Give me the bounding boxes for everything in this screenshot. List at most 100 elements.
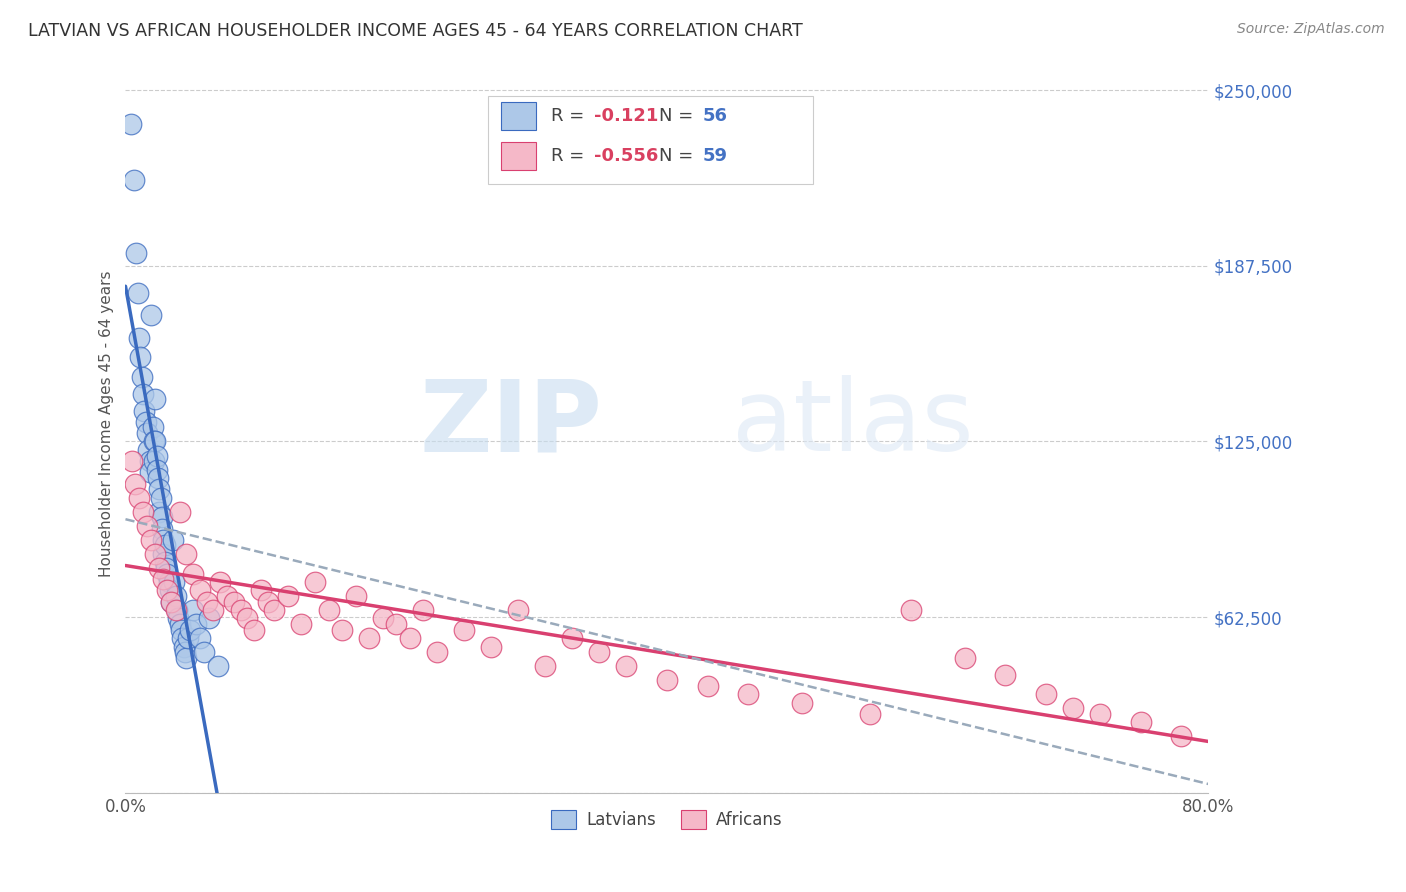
Point — [198, 611, 221, 625]
Point — [136, 425, 159, 440]
Point — [290, 617, 312, 632]
Point — [160, 594, 183, 608]
Text: N =: N = — [659, 107, 699, 126]
Point — [453, 623, 475, 637]
FancyBboxPatch shape — [488, 95, 813, 185]
Point — [202, 603, 225, 617]
Point — [149, 491, 172, 505]
Point — [167, 611, 190, 625]
Point — [153, 555, 176, 569]
Point — [243, 623, 266, 637]
Text: 59: 59 — [703, 147, 728, 165]
Legend: Latvians, Africans: Latvians, Africans — [544, 804, 789, 836]
Point — [1129, 715, 1152, 730]
Point — [131, 369, 153, 384]
Point — [165, 603, 187, 617]
Point — [344, 589, 367, 603]
Point — [263, 603, 285, 617]
Point — [188, 631, 211, 645]
Point — [143, 547, 166, 561]
Point — [145, 449, 167, 463]
Point — [148, 482, 170, 496]
Point — [534, 659, 557, 673]
Point — [236, 611, 259, 625]
Point — [142, 434, 165, 449]
Point — [139, 466, 162, 480]
Point — [222, 594, 245, 608]
Point — [152, 572, 174, 586]
Point — [371, 611, 394, 625]
Point — [188, 583, 211, 598]
Point — [1035, 687, 1057, 701]
Point — [150, 522, 173, 536]
Point — [737, 687, 759, 701]
Point — [141, 308, 163, 322]
Point — [135, 415, 157, 429]
Point — [120, 117, 142, 131]
Point — [156, 583, 179, 598]
Point — [143, 434, 166, 449]
FancyBboxPatch shape — [502, 103, 536, 130]
Point — [142, 454, 165, 468]
Point — [122, 173, 145, 187]
Text: R =: R = — [551, 107, 591, 126]
Text: Source: ZipAtlas.com: Source: ZipAtlas.com — [1237, 22, 1385, 37]
Point — [121, 454, 143, 468]
Point — [169, 505, 191, 519]
Point — [318, 603, 340, 617]
Point — [655, 673, 678, 688]
Point — [127, 285, 149, 300]
Point — [859, 706, 882, 721]
Y-axis label: Householder Income Ages 45 - 64 years: Householder Income Ages 45 - 64 years — [100, 270, 114, 577]
Point — [128, 491, 150, 505]
Point — [1170, 730, 1192, 744]
Text: N =: N = — [659, 147, 699, 165]
Point — [588, 645, 610, 659]
Point — [160, 594, 183, 608]
Point — [177, 631, 200, 645]
Point — [153, 538, 176, 552]
Point — [166, 603, 188, 617]
Point — [176, 650, 198, 665]
Point — [330, 623, 353, 637]
Point — [250, 583, 273, 598]
Point — [412, 603, 434, 617]
Point — [148, 561, 170, 575]
Point — [426, 645, 449, 659]
Point — [125, 246, 148, 260]
Point — [134, 403, 156, 417]
Point — [156, 566, 179, 581]
Point — [1062, 701, 1084, 715]
Point — [277, 589, 299, 603]
Point — [900, 603, 922, 617]
Text: atlas: atlas — [733, 376, 973, 473]
Point — [953, 650, 976, 665]
Point — [1088, 706, 1111, 721]
Point — [179, 623, 201, 637]
Point — [176, 547, 198, 561]
Point — [170, 623, 193, 637]
Point — [479, 640, 502, 654]
Point — [157, 574, 180, 589]
Point — [304, 574, 326, 589]
Point — [614, 659, 637, 673]
Point — [138, 442, 160, 457]
Text: ZIP: ZIP — [419, 376, 602, 473]
Point — [165, 589, 187, 603]
Text: -0.121: -0.121 — [595, 107, 659, 126]
Point — [209, 574, 232, 589]
Point — [132, 386, 155, 401]
Point — [155, 561, 177, 575]
Point — [398, 631, 420, 645]
Point — [215, 589, 238, 603]
Point — [792, 696, 814, 710]
Point — [150, 510, 173, 524]
Point — [229, 603, 252, 617]
Point — [696, 679, 718, 693]
Point — [148, 505, 170, 519]
Point — [994, 667, 1017, 681]
Point — [146, 471, 169, 485]
Point — [163, 574, 186, 589]
Point — [193, 645, 215, 659]
Point — [124, 476, 146, 491]
